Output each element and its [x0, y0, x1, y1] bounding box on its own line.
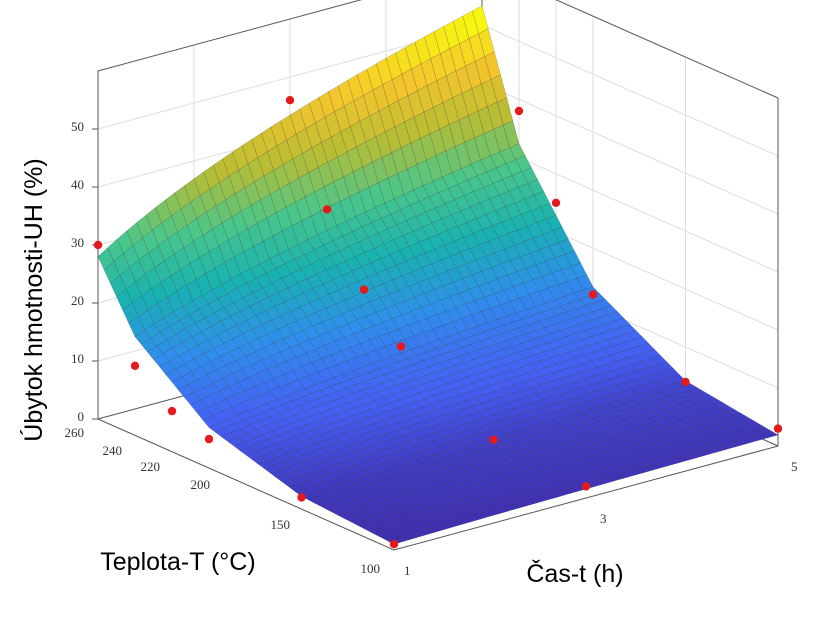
z-tick-label: 40 — [71, 177, 84, 192]
data-point — [93, 240, 103, 250]
data-point — [359, 285, 369, 294]
data-points — [93, 0, 783, 549]
z-tick-label: 30 — [71, 235, 84, 250]
y-tick-label: 200 — [191, 477, 211, 492]
data-point — [285, 96, 295, 105]
data-point — [167, 406, 177, 416]
x-tick-label: 1 — [404, 563, 411, 578]
x-tick-label: 3 — [600, 511, 607, 526]
y-tick-label: 220 — [141, 459, 161, 474]
data-point — [581, 482, 591, 491]
z-gridline — [481, 24, 779, 157]
data-point — [297, 493, 306, 502]
data-point — [773, 424, 783, 433]
axis-box-edge — [97, 418, 779, 551]
z-tick-label: 10 — [71, 351, 84, 366]
x-axis-title: Čas-t (h) — [526, 559, 623, 588]
data-point — [389, 540, 399, 549]
data-point — [322, 205, 332, 214]
y-axis-title: Teplota-T (°C) — [100, 548, 255, 576]
data-point — [204, 434, 214, 444]
z-tick-label: 0 — [78, 409, 85, 424]
y-tick-label: 150 — [271, 517, 291, 532]
x-tick-label: 5 — [791, 459, 798, 474]
data-point — [130, 361, 140, 370]
z-gridline — [481, 140, 779, 273]
z-tick-label: 50 — [71, 119, 84, 134]
data-point — [551, 198, 561, 207]
y-tick-label: 260 — [65, 425, 85, 440]
z-gridline — [481, 82, 779, 215]
data-point — [681, 377, 690, 387]
data-point — [396, 342, 406, 351]
tick-labels: 0 10 20 30 40 50 100 150 200 220 240 260… — [65, 119, 798, 578]
axis-titles: Úbytok hmotnosti-UH (%) Teplota-T (°C) Č… — [19, 158, 624, 588]
y-tick-label: 240 — [103, 443, 123, 458]
z-axis-title: Úbytok hmotnosti-UH (%) — [19, 158, 48, 441]
y-tick-label: 100 — [361, 561, 381, 576]
data-point — [489, 435, 498, 444]
data-point — [514, 106, 524, 116]
z-tick-label: 20 — [71, 293, 84, 308]
surface-mesh — [97, 5, 779, 545]
axis-box-edge — [97, 0, 779, 99]
data-point — [588, 290, 598, 299]
